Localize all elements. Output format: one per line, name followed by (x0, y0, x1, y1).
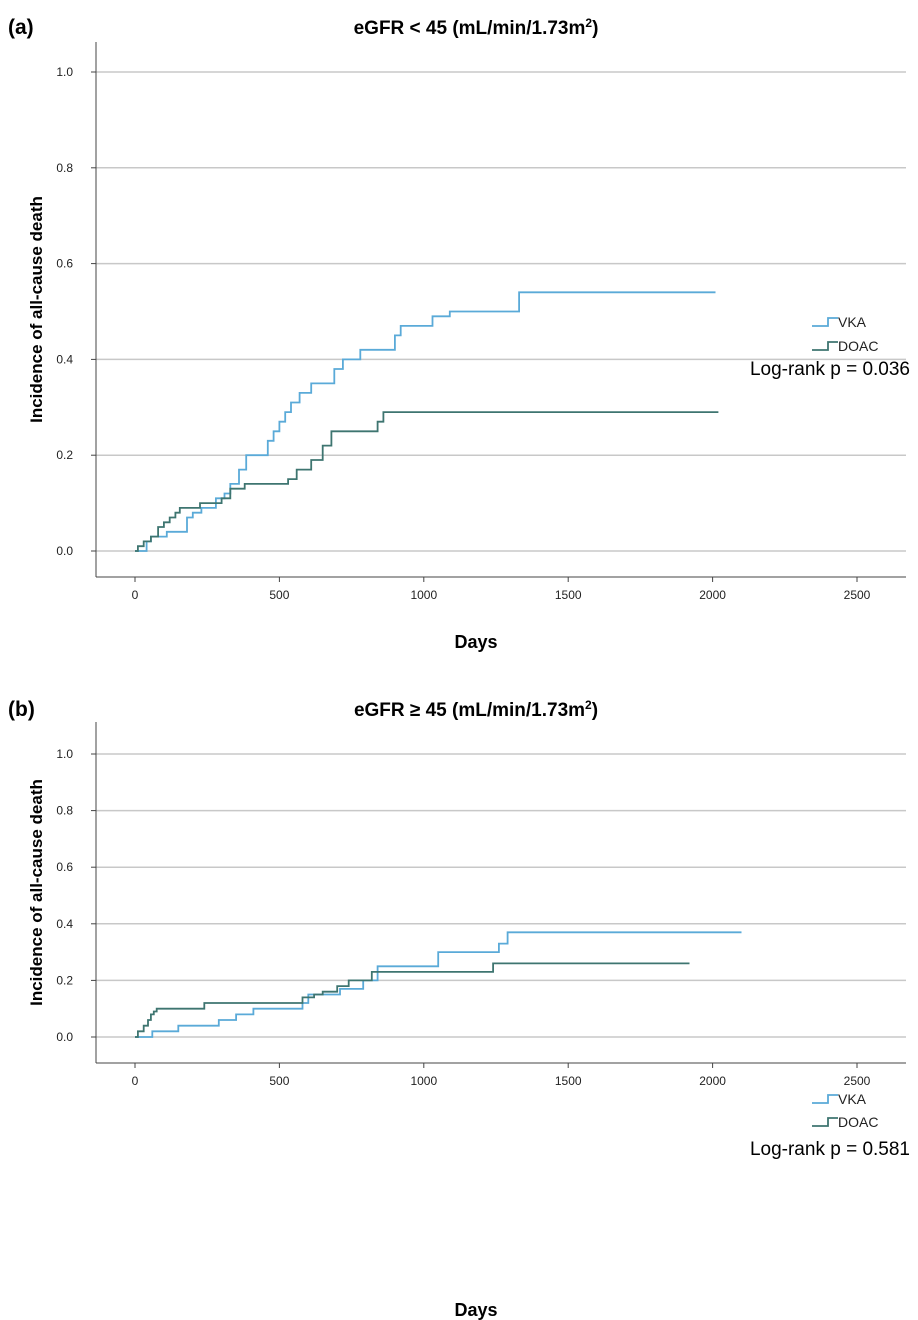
x-tick-label: 1000 (410, 1074, 437, 1088)
y-tick-label: 0.2 (56, 448, 73, 462)
x-tick-label: 1000 (410, 588, 437, 602)
legend-swatch-doac (812, 341, 838, 351)
x-tick-label: 0 (132, 1074, 139, 1088)
x-axis-label: Days (454, 1300, 497, 1320)
x-axis-label: Days (454, 632, 497, 652)
x-tick-label: 2000 (699, 588, 726, 602)
series-line-vka (135, 931, 742, 1038)
chart-title: eGFR ≥ 45 (mL/min/1.73m2) (354, 698, 598, 721)
y-tick-label: 0.4 (56, 917, 73, 931)
legend-label-vka: VKA (838, 314, 867, 330)
y-tick-label: 0.0 (56, 544, 73, 558)
series-line-vka (135, 291, 716, 552)
series-line-doac (135, 411, 719, 552)
y-tick-label: 0.8 (56, 161, 73, 175)
panel-label: (b) (8, 698, 35, 721)
x-tick-label: 0 (132, 588, 139, 602)
panel-label: (a) (8, 16, 34, 39)
legend-label-vka: VKA (838, 1091, 867, 1107)
y-tick-label: 0.6 (56, 257, 73, 271)
x-tick-label: 2500 (844, 588, 871, 602)
y-tick-label: 0.0 (56, 1030, 73, 1044)
legend-label-doac: DOAC (838, 338, 878, 354)
legend-swatch-vka (812, 317, 838, 327)
legend-label-doac: DOAC (838, 1114, 878, 1130)
chart-title: eGFR < 45 (mL/min/1.73m2) (354, 16, 599, 39)
legend-swatch-doac (812, 1117, 838, 1127)
y-tick-label: 0.4 (56, 352, 73, 366)
x-tick-label: 500 (269, 588, 289, 602)
legend-swatch-vka (812, 1094, 838, 1104)
x-tick-label: 500 (269, 1074, 289, 1088)
y-axis-label: Incidence of all-cause death (27, 196, 46, 423)
x-tick-label: 1500 (555, 1074, 582, 1088)
y-axis-label: Incidence of all-cause death (27, 779, 46, 1006)
y-tick-label: 1.0 (56, 747, 73, 761)
y-tick-label: 1.0 (56, 65, 73, 79)
chart-panel-b: (b) eGFR ≥ 45 (mL/min/1.73m2) 0.0 0.2 0.4 0.6… (8, 698, 910, 1320)
series-line-doac (135, 962, 690, 1038)
y-tick-label: 0.6 (56, 860, 73, 874)
x-tick-label: 2000 (699, 1074, 726, 1088)
log-rank-annotation: Log-rank p = 0.036 (750, 359, 910, 380)
x-tick-label: 2500 (844, 1074, 871, 1088)
y-tick-label: 0.8 (56, 804, 73, 818)
log-rank-annotation: Log-rank p = 0.581 (750, 1139, 910, 1160)
chart-panel-a: (a) eGFR < 45 (mL/min/1.73m2) 0.0 0.2 0.4 0.6… (8, 16, 910, 652)
y-tick-label: 0.2 (56, 973, 73, 987)
x-tick-label: 1500 (555, 588, 582, 602)
